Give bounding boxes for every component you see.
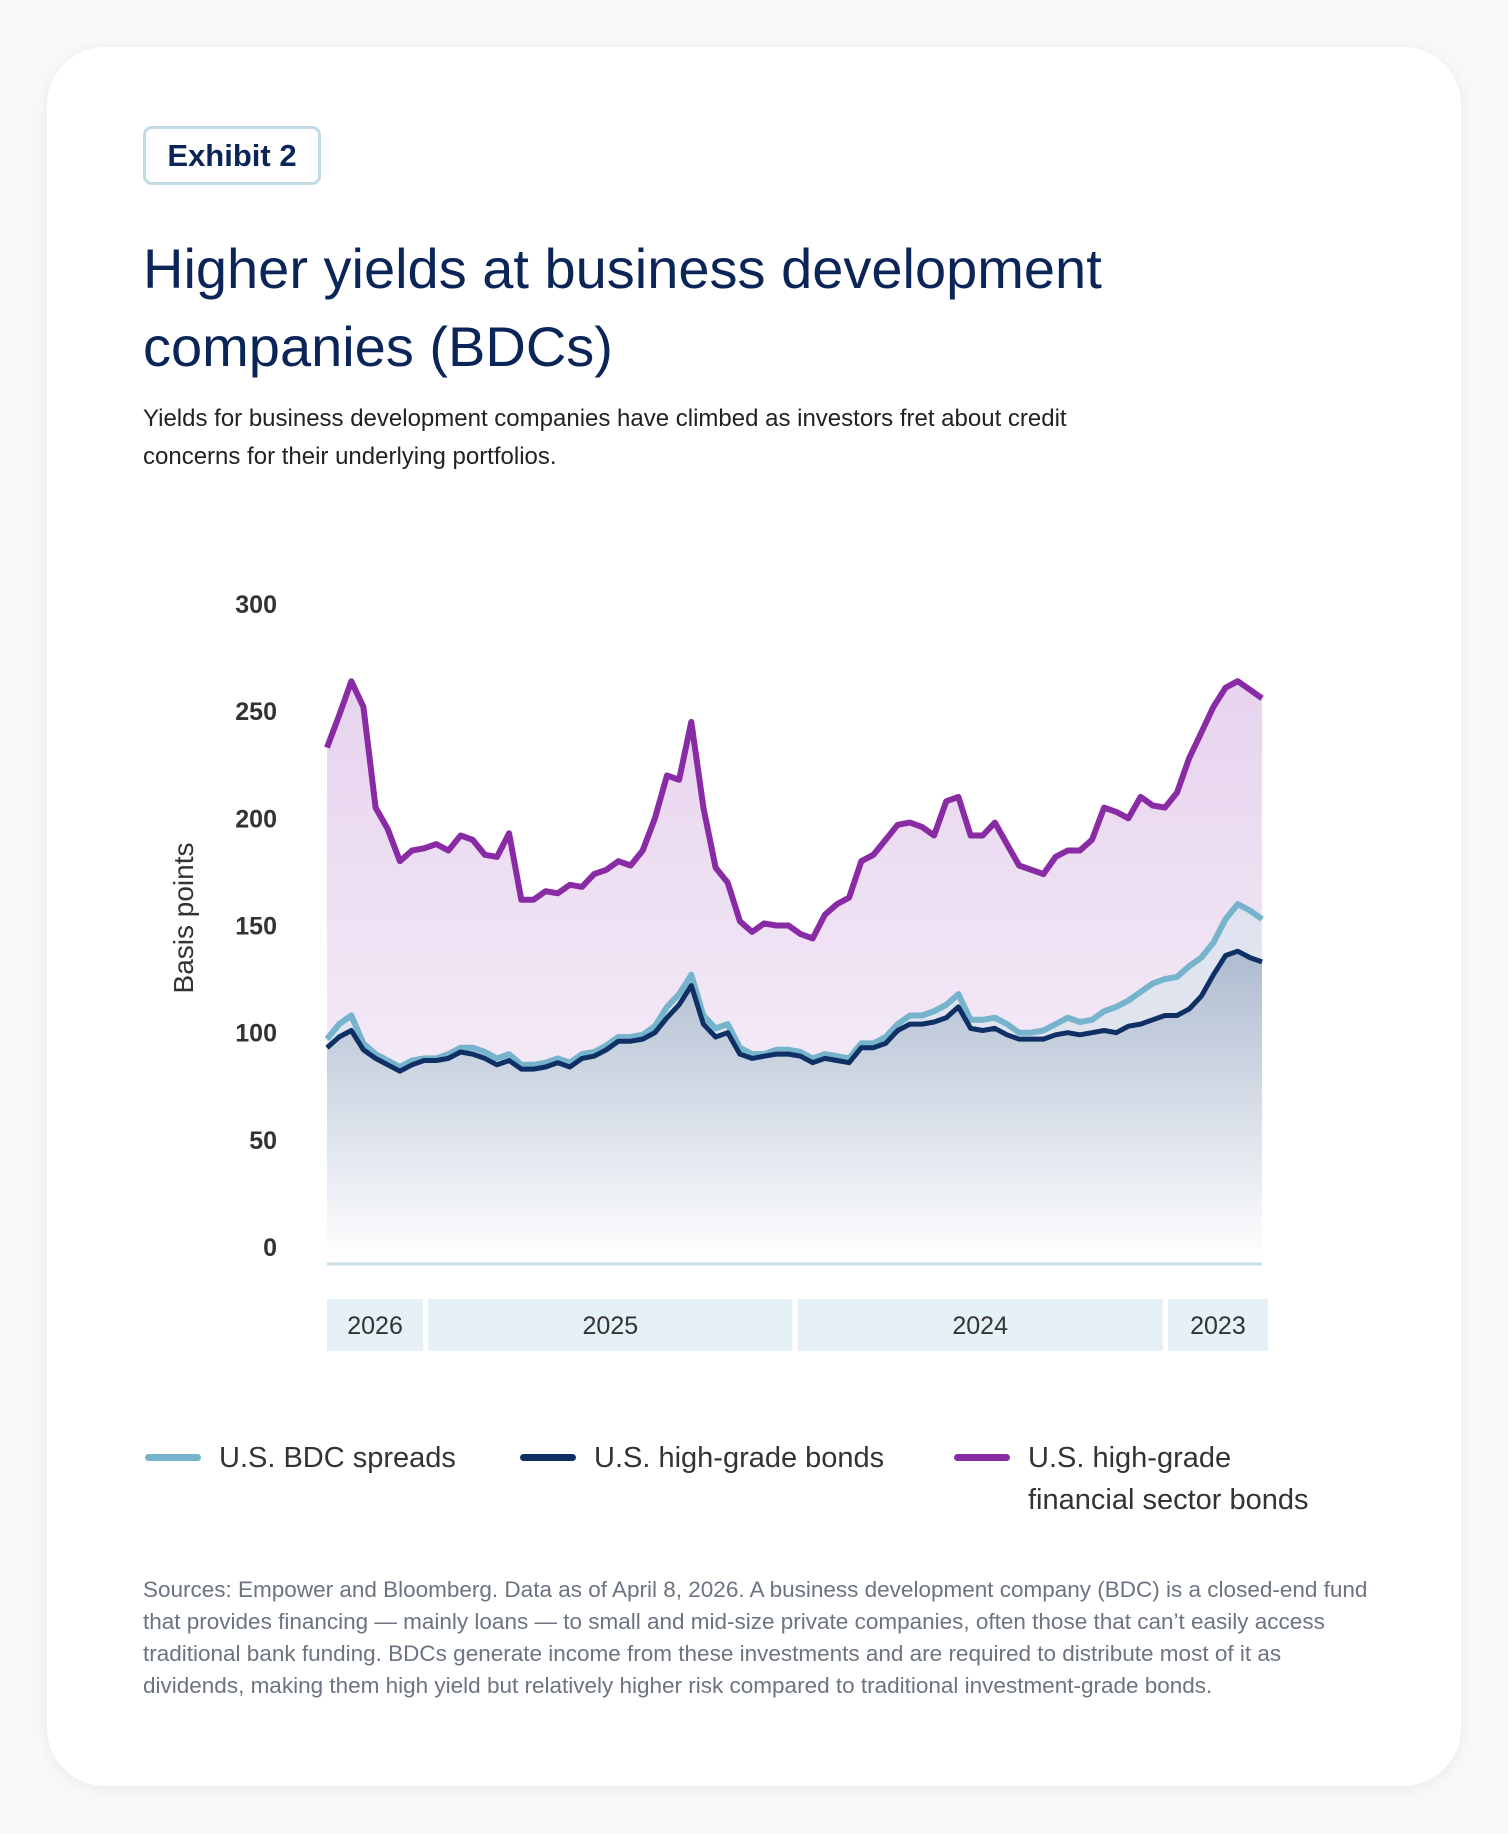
legend-item-high-grade: U.S. high-grade bonds (520, 1437, 884, 1479)
chart-subtitle: Yields for business development companie… (143, 405, 1067, 470)
chart-title: Higher yields at business development co… (143, 237, 1102, 378)
year-band (428, 1299, 793, 1351)
y-tick-label: 150 (235, 913, 277, 941)
footnote: Sources: Empower and Bloomberg. Data as … (143, 1577, 1368, 1698)
y-tick-label: 50 (249, 1127, 277, 1155)
legend-swatch-financial (954, 1454, 1010, 1461)
year-band (1167, 1299, 1268, 1351)
year-label: 2025 (583, 1312, 639, 1340)
legend-item-financial: U.S. high-grade financial sector bonds (954, 1437, 1309, 1521)
legend-label: U.S. BDC spreads (219, 1442, 456, 1474)
year-label: 2026 (347, 1312, 403, 1340)
legend-swatch-high-grade (520, 1454, 576, 1461)
y-tick-label: 300 (235, 591, 277, 619)
legend-item-bdc: U.S. BDC spreads (145, 1437, 456, 1479)
year-band (797, 1299, 1163, 1351)
exhibit-badge: Exhibit 2 (143, 126, 321, 185)
series-line-bdc (324, 901, 1264, 1070)
series-line-high-grade (325, 948, 1263, 1074)
series-line-financial (324, 678, 1264, 942)
legend-swatch-bdc (145, 1454, 201, 1461)
year-label: 2024 (952, 1312, 1008, 1340)
y-tick-label: 200 (235, 805, 277, 833)
y-tick-label: 100 (235, 1020, 277, 1048)
y-axis-label: Basis points (168, 842, 199, 994)
y-tick-label: 0 (263, 1234, 277, 1262)
legend-label-line2: financial sector bonds (1028, 1484, 1309, 1516)
high-grade-area (327, 951, 1262, 1262)
legend-label: U.S. high-grade bonds (594, 1442, 885, 1474)
year-label: 2023 (1190, 1312, 1246, 1340)
y-tick-label: 250 (235, 698, 277, 726)
year-band (327, 1299, 424, 1351)
legend-label: U.S. high-grade (1028, 1442, 1232, 1474)
